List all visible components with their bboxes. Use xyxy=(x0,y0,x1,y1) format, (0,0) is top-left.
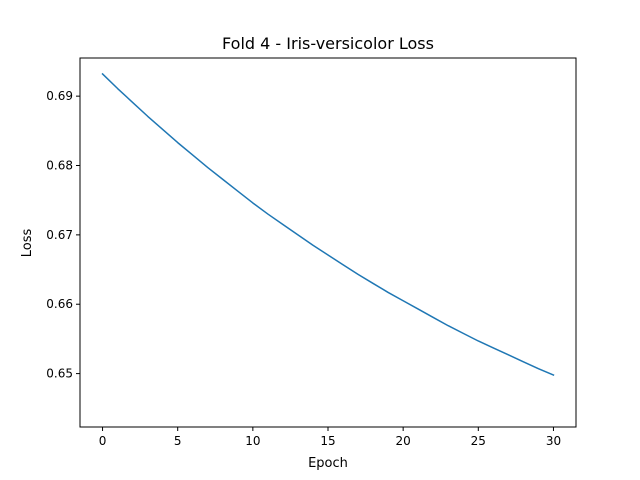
series-line-0 xyxy=(101,72,555,376)
x-axis-label: Epoch xyxy=(308,456,348,471)
y-tick-label: 0.66 xyxy=(46,297,73,311)
y-tick-label: 0.65 xyxy=(46,367,73,381)
x-tick-label: 30 xyxy=(546,434,561,448)
x-tick-label: 15 xyxy=(320,434,335,448)
chart-title: Fold 4 - Iris-versicolor Loss xyxy=(222,34,434,53)
x-tick-label: 20 xyxy=(396,434,411,448)
y-tick-label: 0.68 xyxy=(46,159,73,173)
y-tick-label: 0.69 xyxy=(46,89,73,103)
y-axis-label: Loss xyxy=(20,229,35,258)
y-tick-label: 0.67 xyxy=(46,228,73,242)
x-tick-label: 5 xyxy=(174,434,182,448)
x-tick-label: 10 xyxy=(245,434,260,448)
x-tick-label: 25 xyxy=(471,434,486,448)
x-tick-label: 0 xyxy=(99,434,107,448)
